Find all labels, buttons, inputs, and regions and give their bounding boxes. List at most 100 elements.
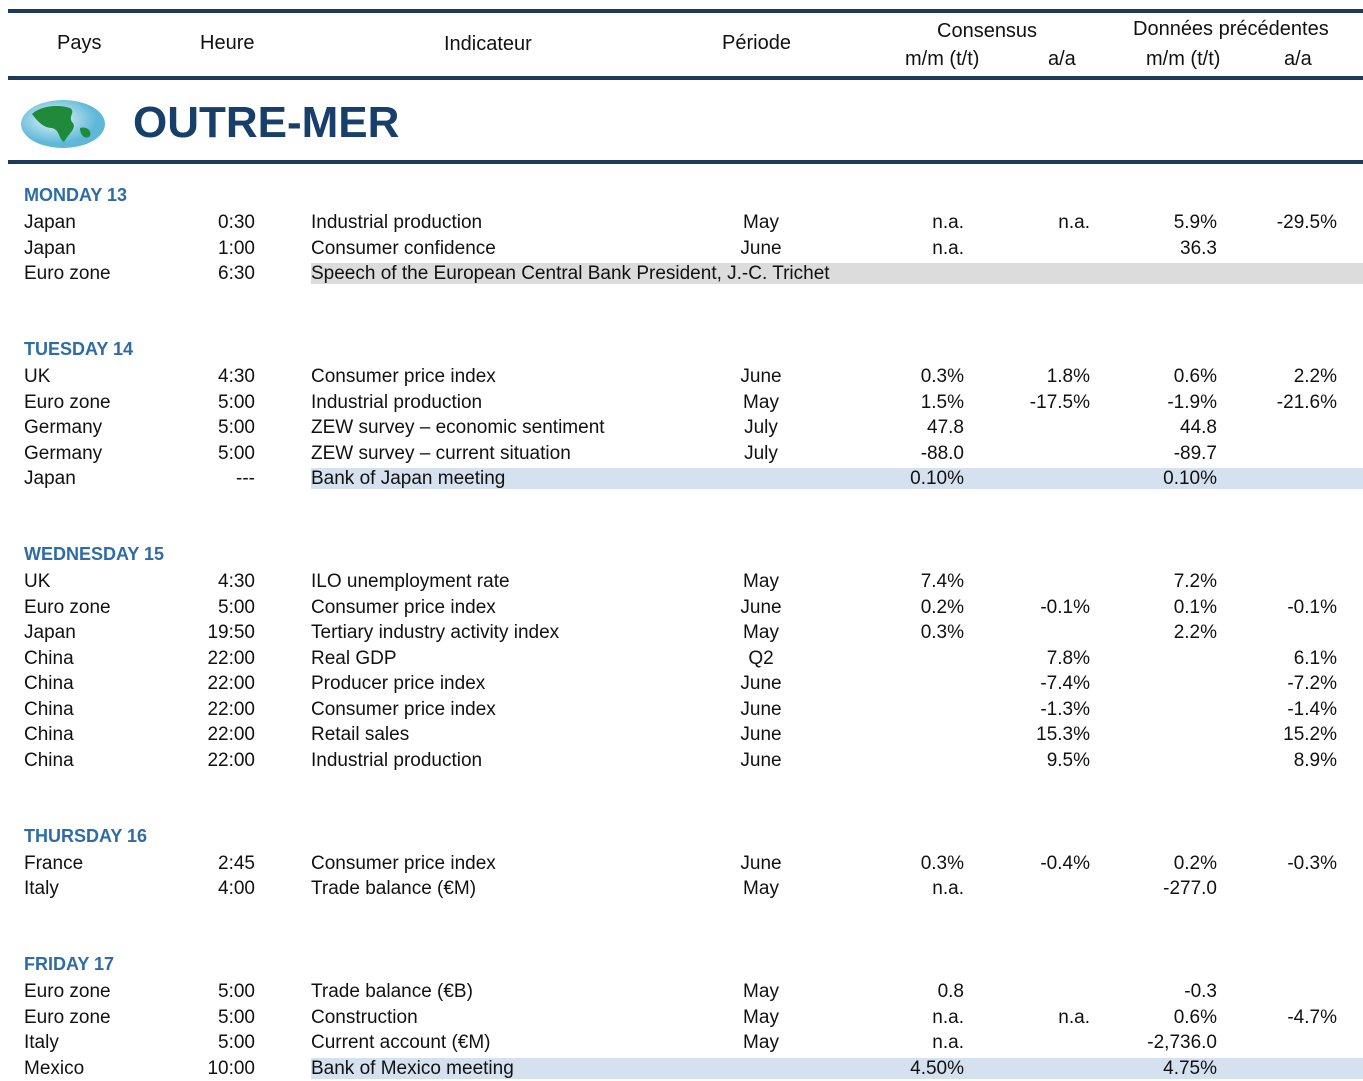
indicator: Bank of Japan meeting <box>311 468 506 489</box>
previous-aa: -21.6% <box>1276 391 1337 413</box>
previous-mm: 2.2% <box>1173 622 1217 643</box>
consensus-mm: 0.3% <box>920 366 964 387</box>
country: Mexico <box>24 1057 85 1079</box>
previous-mm: 0.10% <box>1163 468 1217 489</box>
previous-aa: 8.9% <box>1293 749 1337 771</box>
indicator: Trade balance (€B) <box>311 981 473 1002</box>
previous-mm: 5.9% <box>1173 212 1217 233</box>
indicator: Consumer price index <box>311 596 496 618</box>
time: 22:00 <box>207 673 255 694</box>
time: 5:00 <box>218 391 255 413</box>
country: Germany <box>24 417 103 438</box>
country: Italy <box>24 878 59 899</box>
country: China <box>24 749 74 771</box>
time: --- <box>236 468 255 489</box>
previous-title: Données précédentes <box>1133 18 1329 40</box>
period: July <box>744 442 778 464</box>
row-highlight <box>311 1057 1363 1079</box>
consensus-mm: 0.3% <box>920 852 964 874</box>
day-label: THURSDAY 16 <box>24 825 148 846</box>
previous-mm: -277.0 <box>1163 878 1217 899</box>
consensus-mm: 0.10% <box>910 468 964 489</box>
previous-mm: 36.3 <box>1180 237 1217 259</box>
consensus-mm: n.a. <box>932 1006 964 1028</box>
time: 1:00 <box>218 237 255 259</box>
consensus-mm: 0.8 <box>937 981 964 1002</box>
consensus-mm: 1.5% <box>920 391 964 413</box>
previous-mm: -2,736.0 <box>1147 1032 1217 1053</box>
indicator: Industrial production <box>311 212 483 233</box>
country: Euro zone <box>24 1006 111 1028</box>
period: June <box>740 237 782 259</box>
indicator: Producer price index <box>311 673 486 694</box>
indicator: Consumer price index <box>311 852 496 874</box>
period: June <box>740 852 782 874</box>
time: 19:50 <box>207 622 255 643</box>
country: France <box>24 852 84 874</box>
indicator: Consumer price index <box>311 366 496 387</box>
country: UK <box>24 571 51 592</box>
day-label: FRIDAY 17 <box>24 954 115 974</box>
row-highlight <box>311 263 1363 284</box>
previous-mm: 44.8 <box>1180 417 1217 438</box>
time: 5:00 <box>218 981 255 1002</box>
consensus-aa: 1.8% <box>1046 366 1090 387</box>
previous-mm: 4.75% <box>1163 1057 1217 1079</box>
top-rule <box>8 9 1363 13</box>
previous-aa: a/a <box>1284 48 1312 70</box>
period: May <box>743 878 779 899</box>
consensus-aa: -17.5% <box>1029 391 1090 413</box>
time: 0:30 <box>218 212 255 233</box>
consensus-aa: -1.3% <box>1040 698 1090 720</box>
country: China <box>24 673 74 694</box>
consensus-aa: -7.4% <box>1040 673 1090 694</box>
time: 4:30 <box>218 571 255 592</box>
indicator: Real GDP <box>311 647 397 669</box>
consensus-mm: 7.4% <box>920 571 964 592</box>
section-title: OUTRE-MER <box>133 98 400 147</box>
day-label: TUESDAY 14 <box>24 339 134 359</box>
time: 22:00 <box>207 647 255 669</box>
country: Japan <box>24 622 76 643</box>
time: 22:00 <box>207 724 255 745</box>
period: May <box>743 391 779 413</box>
time: 5:00 <box>218 1032 255 1053</box>
section-rule <box>8 160 1363 164</box>
time: 4:30 <box>218 366 255 387</box>
day-label: MONDAY 13 <box>24 185 128 205</box>
period: May <box>743 622 779 643</box>
day-label: WEDNESDAY 15 <box>24 544 165 564</box>
period: July <box>744 417 778 438</box>
consensus-mm: -88.0 <box>920 442 964 464</box>
previous-mm: 0.6% <box>1173 366 1217 387</box>
previous-mm: -89.7 <box>1173 442 1217 464</box>
col-indicateur: Indicateur <box>444 33 532 55</box>
previous-aa: 2.2% <box>1293 366 1337 387</box>
indicator: ZEW survey – current situation <box>311 442 571 464</box>
country: Euro zone <box>24 263 111 284</box>
previous-aa: -1.4% <box>1287 698 1337 720</box>
indicator: Industrial production <box>311 749 483 771</box>
previous-aa: -0.1% <box>1287 596 1337 618</box>
consensus-aa: 7.8% <box>1046 647 1090 669</box>
country: Germany <box>24 442 103 464</box>
period: May <box>743 571 779 592</box>
period: June <box>740 673 782 694</box>
previous-mm: 0.2% <box>1173 852 1217 874</box>
consensus-aa: -0.1% <box>1040 596 1090 618</box>
time: 5:00 <box>218 1006 255 1028</box>
consensus-aa: 9.5% <box>1046 749 1090 771</box>
indicator: Consumer price index <box>311 698 496 720</box>
consensus-title: Consensus <box>937 20 1038 42</box>
consensus-mm: 0.3% <box>920 622 964 643</box>
indicator: Tertiary industry activity index <box>311 622 560 643</box>
period: May <box>743 212 779 233</box>
time: 4:00 <box>218 878 255 899</box>
indicator: Current account (€M) <box>311 1032 491 1053</box>
indicator: Speech of the European Central Bank Pres… <box>311 263 830 284</box>
previous-aa: 6.1% <box>1293 647 1337 669</box>
time: 22:00 <box>207 749 255 771</box>
indicator: Trade balance (€M) <box>311 878 477 899</box>
country: Japan <box>24 468 76 489</box>
